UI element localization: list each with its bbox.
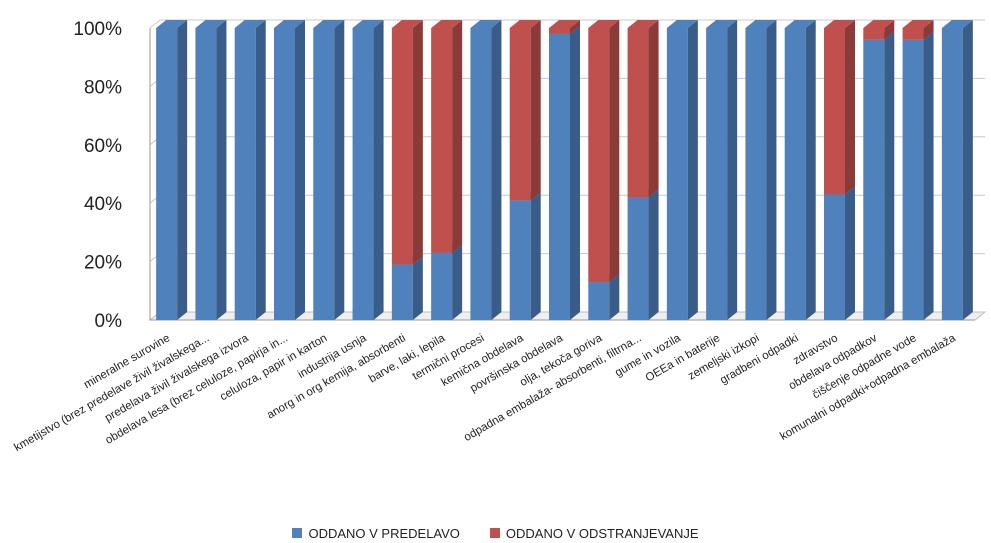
bar-segment-predelavo — [863, 31, 895, 321]
bar-segment-odstranjevanje — [863, 20, 895, 40]
bar-segment-predelavo — [627, 189, 659, 320]
y-tick-label: 80% — [84, 77, 122, 98]
bar-segment-odstranjevanje — [509, 20, 541, 201]
bar-segment-predelavo — [941, 20, 973, 320]
bar-segment-predelavo — [274, 20, 305, 320]
bar-segment-predelavo — [313, 20, 345, 320]
gridline — [149, 19, 985, 29]
bar-segment-predelavo — [234, 20, 266, 320]
bar-segment-odstranjevanje — [627, 20, 659, 198]
y-tick-label: 100% — [73, 19, 122, 40]
bar-segment-predelavo — [549, 25, 580, 321]
legend-item-predelavo: ODDANO V PREDELAVO — [292, 525, 460, 541]
bar-segment-predelavo — [156, 20, 188, 320]
bar-segment-predelavo — [824, 186, 855, 320]
y-tick-label: 60% — [84, 136, 122, 157]
bar-segment-odstranjevanje — [902, 20, 934, 40]
bar-segment-odstranjevanje — [391, 20, 423, 265]
bar-segment-predelavo — [470, 20, 502, 320]
bar-segment-predelavo — [666, 20, 698, 320]
bar-segment-predelavo — [195, 20, 227, 320]
bar-segment-predelavo — [509, 192, 541, 320]
bar-segment-predelavo — [431, 244, 463, 320]
legend: ODDANO V PREDELAVO ODDANO V ODSTRANJEVAN… — [0, 524, 991, 542]
bar-segment-odstranjevanje — [431, 20, 463, 253]
bar-segment-predelavo — [391, 256, 423, 320]
legend-swatch-odstranjevanje — [489, 528, 500, 538]
bars — [156, 20, 973, 321]
y-tick-label: 40% — [84, 194, 122, 215]
bar-segment-predelavo — [352, 20, 384, 320]
legend-label-predelavo: ODDANO V PREDELAVO — [308, 525, 460, 541]
y-tick-labels: 0% 20% 40% 60% 80% 100% — [73, 19, 122, 332]
legend-item-odstranjevanje: ODDANO V ODSTRANJEVANJE — [489, 525, 699, 541]
y-tick-label: 20% — [84, 253, 122, 274]
bar-segment-odstranjevanje — [588, 20, 620, 283]
bar-segment-predelavo — [706, 20, 738, 320]
bar-segment-predelavo — [745, 20, 777, 320]
legend-swatch-predelavo — [292, 528, 303, 538]
bar-segment-odstranjevanje — [549, 20, 580, 34]
bar-segment-predelavo — [902, 31, 934, 321]
legend-label-odstranjevanje: ODDANO V ODSTRANJEVANJE — [505, 525, 699, 541]
y-tick-label: 0% — [95, 311, 123, 332]
bar-segment-predelavo — [784, 20, 816, 320]
bar-segment-odstranjevanje — [824, 20, 855, 195]
